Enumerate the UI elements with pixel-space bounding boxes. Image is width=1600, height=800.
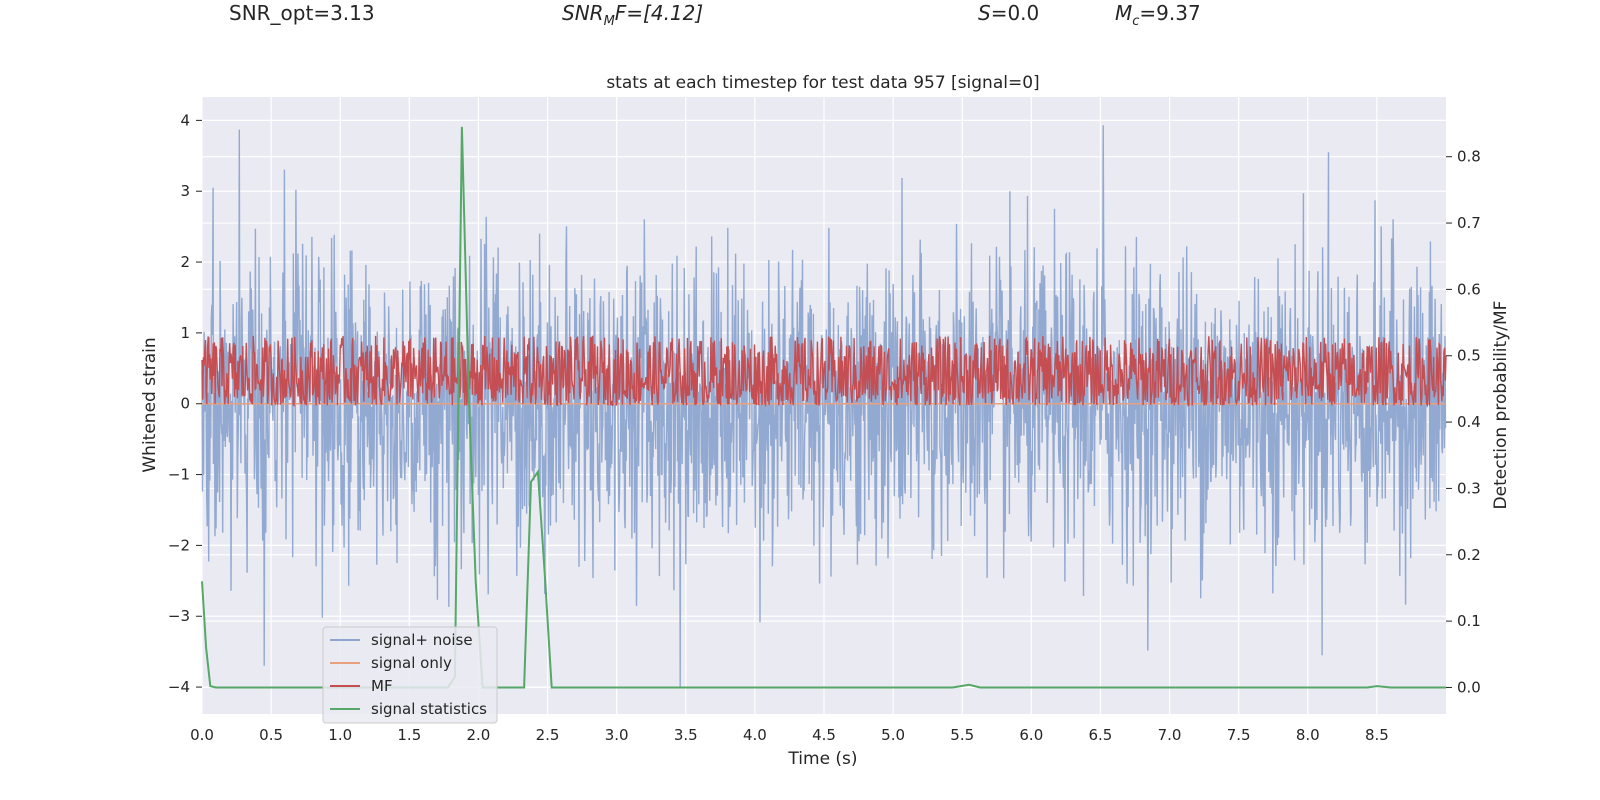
x-tick-label: 8.0 — [1296, 726, 1320, 744]
x-tick-label: 3.5 — [674, 726, 698, 744]
x-tick-label: 8.5 — [1365, 726, 1389, 744]
series-signal-statistics — [201, 126, 1446, 689]
y2-tick-label: 0.4 — [1457, 413, 1481, 431]
legend-box — [322, 626, 498, 724]
x-tick-label: 1.5 — [397, 726, 421, 744]
y2-tick-label: 0.6 — [1457, 280, 1481, 298]
y-tick-label: 1 — [180, 324, 190, 342]
legend-label-mf: MF — [371, 677, 393, 695]
x-tick-label: 7.0 — [1158, 726, 1182, 744]
x-tick-label: 6.0 — [1019, 726, 1043, 744]
y-tick-label: −4 — [168, 678, 190, 696]
x-tick-label: 5.5 — [950, 726, 974, 744]
snr-mf-label: SNRMF=[4.12] — [562, 1, 703, 29]
x-tick-label: 3.0 — [605, 726, 629, 744]
legend-label-stats: signal statistics — [371, 700, 487, 718]
y2-tick-label: 0.3 — [1457, 479, 1481, 497]
legend: signal+ noise signal only MF signal stat… — [322, 626, 498, 724]
x-axis-ticks: 0.0 0.5 1.0 1.5 2.0 2.5 3.0 3.5 4.0 4.5 5.0 5.5 6.0 6… — [190, 726, 1389, 744]
x-axis-label: Time (s) — [787, 749, 857, 769]
snr-opt-label: SNR_opt=3.13 — [229, 1, 375, 25]
x-tick-label: 5.0 — [881, 726, 905, 744]
series-line-signal-plus-noise — [201, 125, 1447, 688]
x-tick-label: 4.5 — [812, 726, 836, 744]
y-tick-label: 0 — [180, 395, 190, 413]
x-tick-label: 1.0 — [328, 726, 352, 744]
y-tick-label: −3 — [168, 607, 190, 625]
y2-tick-label: 0.8 — [1457, 148, 1481, 166]
x-tick-label: 0.5 — [259, 726, 283, 744]
y-tick-label: −1 — [168, 466, 190, 484]
x-tick-label: 6.5 — [1089, 726, 1113, 744]
y-tick-label: 4 — [180, 111, 190, 129]
y-tick-label: −2 — [168, 536, 190, 554]
y-axis-ticks: 4 3 2 1 0 −1 −2 −3 −4 — [168, 111, 202, 696]
y-axis-label: Whitened strain — [140, 337, 160, 472]
series-mf — [201, 335, 1447, 408]
y2-tick-label: 0.7 — [1457, 214, 1481, 232]
series-line-mf — [201, 335, 1447, 408]
x-tick-label: 0.0 — [190, 726, 214, 744]
series-signal-plus-noise — [201, 125, 1447, 688]
mc-label: Mc=9.37 — [1115, 1, 1201, 29]
x-tick-label: 2.5 — [536, 726, 560, 744]
y2-tick-label: 0.2 — [1457, 546, 1481, 564]
chart-title: stats at each timestep for test data 957… — [606, 73, 1039, 93]
x-tick-label: 2.0 — [467, 726, 491, 744]
y2-tick-label: 0.0 — [1457, 678, 1481, 696]
x-tick-label: 4.0 — [743, 726, 767, 744]
x-tick-label: 7.5 — [1227, 726, 1251, 744]
y2-axis-ticks: 0.8 0.7 0.6 0.5 0.4 0.3 0.2 0.1 0.0 — [1446, 148, 1481, 696]
y-tick-label: 2 — [180, 253, 190, 271]
series-line-signal-statistics — [201, 126, 1446, 689]
y2-tick-label: 0.5 — [1457, 347, 1481, 365]
s-label: S=0.0 — [978, 1, 1039, 25]
y2-axis-label: Detection probability/MF — [1491, 301, 1511, 510]
y2-tick-label: 0.1 — [1457, 612, 1481, 630]
legend-label-signal: signal only — [371, 654, 452, 672]
legend-label-noise: signal+ noise — [371, 631, 473, 649]
y-tick-label: 3 — [180, 182, 190, 200]
